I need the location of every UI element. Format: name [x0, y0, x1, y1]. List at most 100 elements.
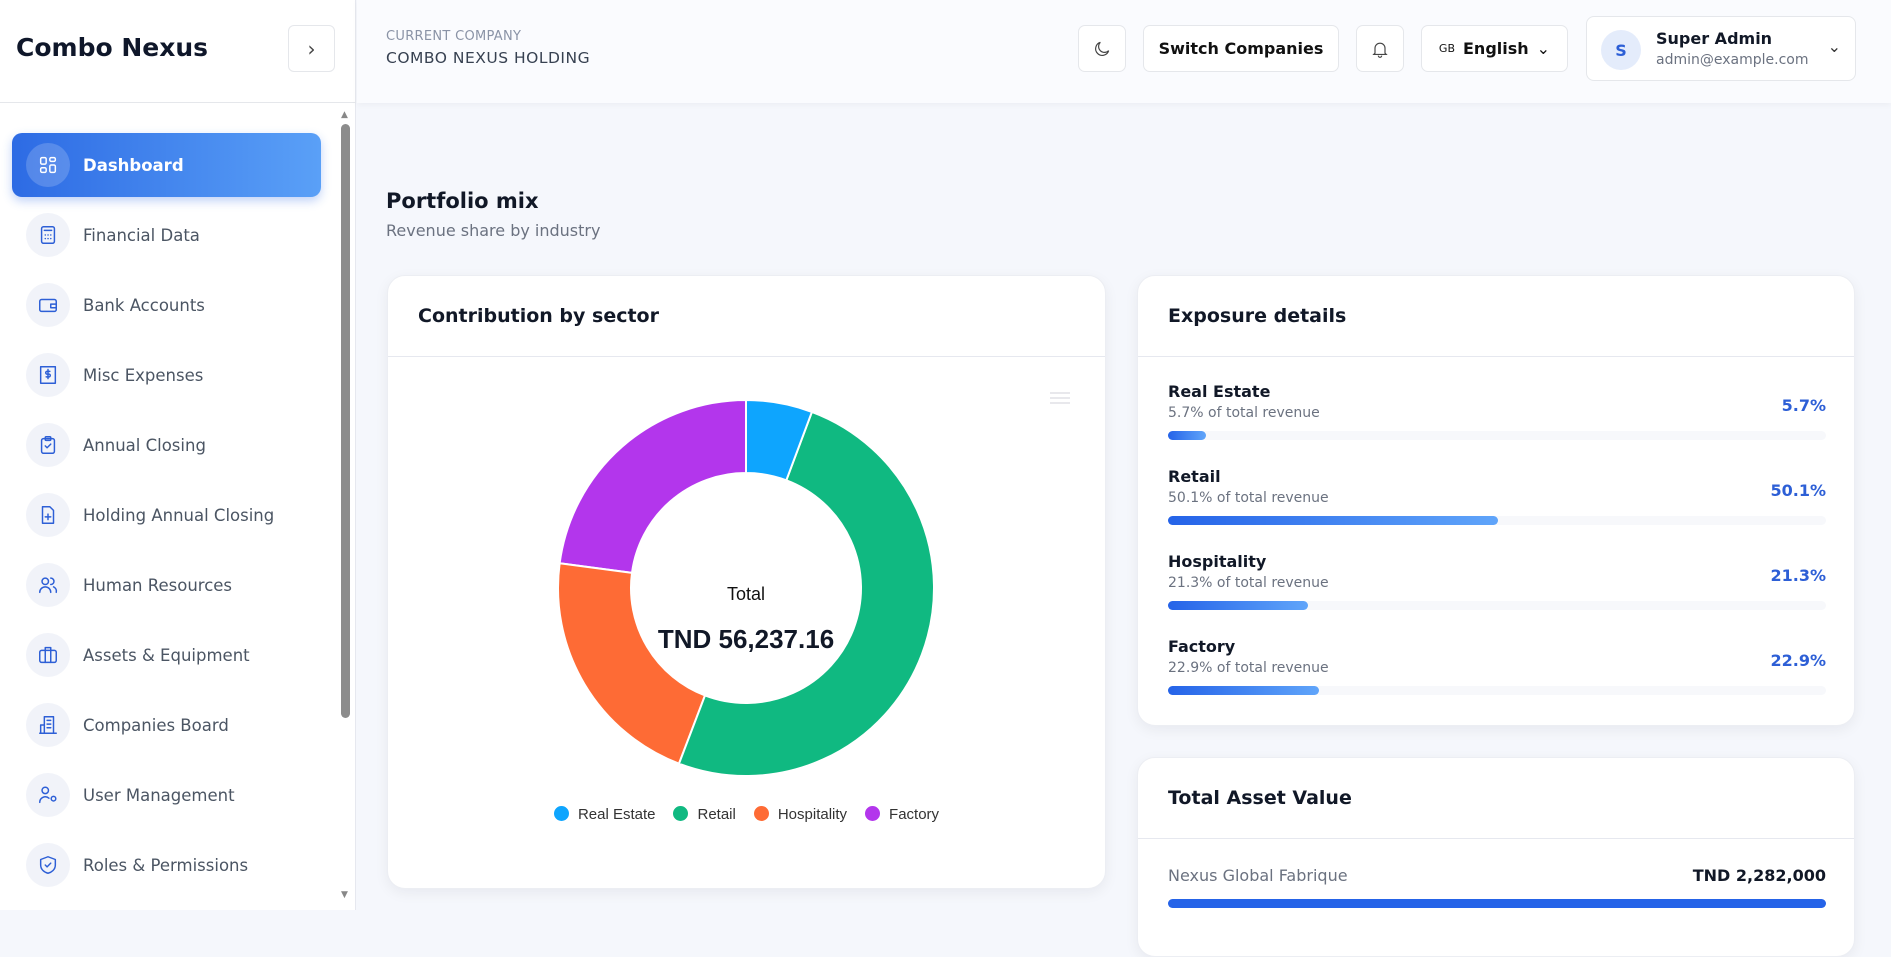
exposure-subtitle: 50.1% of total revenue	[1168, 490, 1329, 506]
language-label: English	[1463, 39, 1529, 58]
sidebar-item-companies-board[interactable]: Companies Board	[12, 693, 321, 757]
sidebar-item-misc-expenses[interactable]: Misc Expenses	[12, 343, 321, 407]
notifications-button[interactable]	[1356, 25, 1404, 72]
current-company-name: COMBO NEXUS HOLDING	[386, 49, 591, 67]
scrollbar-thumb[interactable]	[341, 124, 350, 718]
exposure-row: Real Estate 5.7% of total revenue 5.7%	[1168, 382, 1826, 467]
legend-label: Factory	[889, 806, 940, 823]
sidebar-item-label: Misc Expenses	[83, 365, 204, 385]
sidebar-item-label: Companies Board	[83, 715, 229, 735]
asset-name: Nexus Global Fabrique	[1168, 866, 1348, 885]
progress-track	[1168, 431, 1826, 440]
sidebar-item-label: Assets & Equipment	[83, 645, 250, 665]
donut-slice-factory[interactable]	[558, 398, 747, 574]
sidebar-item-human-resources[interactable]: Human Resources	[12, 553, 321, 617]
legend-item[interactable]: Retail	[673, 806, 736, 823]
users-icon	[26, 563, 70, 607]
sidebar-item-label: Annual Closing	[83, 435, 206, 455]
card-title: Exposure details	[1138, 276, 1854, 357]
donut-slice-real-estate[interactable]	[745, 398, 814, 482]
exposure-row: Retail 50.1% of total revenue 50.1%	[1168, 467, 1826, 552]
sidebar-item-label: Bank Accounts	[83, 295, 205, 315]
exposure-name: Retail	[1168, 467, 1221, 486]
legend-item[interactable]: Factory	[865, 806, 939, 823]
divider	[0, 102, 356, 103]
flag-code: GB	[1438, 42, 1455, 55]
card-title: Contribution by sector	[388, 276, 1105, 357]
sidebar-item-label: Financial Data	[83, 225, 200, 245]
sidebar-item-assets-equipment[interactable]: Assets & Equipment	[12, 623, 321, 687]
donut-slice-hospitality[interactable]	[557, 562, 707, 765]
current-company-label: CURRENT COMPANY	[386, 29, 522, 44]
progress-fill	[1168, 686, 1319, 695]
legend-item[interactable]: Real Estate	[553, 806, 656, 823]
card-title: Total Asset Value	[1138, 758, 1854, 839]
sidebar-item-label: Holding Annual Closing	[83, 505, 275, 525]
chevron-down-icon: ⌄	[1536, 39, 1551, 58]
wallet-icon	[26, 283, 70, 327]
sidebar-toggle-button[interactable]: ›	[288, 25, 335, 72]
sidebar-item-bank-accounts[interactable]: Bank Accounts	[12, 273, 321, 337]
sidebar-item-label: Roles & Permissions	[83, 855, 249, 875]
legend-marker	[553, 806, 569, 821]
chart-menu-icon[interactable]	[1050, 392, 1070, 407]
exposure-percent: 50.1%	[1770, 481, 1826, 500]
scroll-down-icon[interactable]: ▼	[341, 890, 348, 900]
file-plus-icon	[26, 493, 70, 537]
exposure-subtitle: 5.7% of total revenue	[1168, 405, 1320, 421]
donut-center-label: Total	[727, 584, 765, 604]
chevron-down-icon: ⌄	[1827, 37, 1841, 56]
dashboard-icon	[26, 143, 70, 187]
sidebar: Combo Nexus › Dashboard Financial Data Ban…	[0, 0, 356, 910]
section-title: Portfolio mix	[386, 189, 539, 213]
progress-fill	[1168, 601, 1309, 610]
exposure-subtitle: 21.3% of total revenue	[1168, 575, 1329, 591]
donut-slice-retail[interactable]	[677, 410, 936, 778]
sidebar-item-financial-data[interactable]: Financial Data	[12, 203, 321, 267]
user-menu[interactable]: S Super Admin admin@example.com ⌄	[1586, 16, 1856, 81]
top-header: CURRENT COMPANY COMBO NEXUS HOLDING Swit…	[357, 0, 1891, 103]
legend-marker	[673, 806, 689, 821]
language-select[interactable]: GB English ⌄	[1421, 25, 1568, 72]
chart-legend: Real Estate Retail Hospitality Factory	[388, 806, 1105, 823]
exposure-row: Factory 22.9% of total revenue 22.9%	[1168, 637, 1826, 722]
legend-marker	[753, 806, 769, 821]
calculator-icon	[26, 213, 70, 257]
sidebar-item-user-management[interactable]: User Management	[12, 763, 321, 827]
legend-item[interactable]: Hospitality	[753, 806, 848, 823]
shield-check-icon	[26, 843, 70, 887]
legend-label: Real Estate	[577, 806, 656, 823]
bell-icon	[1372, 42, 1388, 58]
sidebar-item-annual-closing[interactable]: Annual Closing	[12, 413, 321, 477]
exposure-name: Hospitality	[1168, 552, 1267, 571]
sidebar-item-dashboard[interactable]: Dashboard	[12, 133, 321, 197]
progress-fill	[1168, 516, 1498, 525]
exposure-card: Exposure details Real Estate 5.7% of tot…	[1137, 275, 1855, 726]
switch-companies-button[interactable]: Switch Companies	[1143, 25, 1339, 72]
sidebar-item-roles-permissions[interactable]: Roles & Permissions	[12, 833, 321, 897]
scroll-up-icon[interactable]: ▲	[341, 110, 348, 120]
user-cog-icon	[26, 773, 70, 817]
sidebar-scrollbar[interactable]: ▲ ▼	[339, 110, 351, 900]
exposure-name: Factory	[1168, 637, 1236, 656]
sidebar-item-label: Human Resources	[83, 575, 233, 595]
sidebar-item-holding-annual-closing[interactable]: Holding Annual Closing	[12, 483, 321, 547]
exposure-percent: 22.9%	[1770, 651, 1826, 670]
progress-track	[1168, 601, 1826, 610]
exposure-subtitle: 22.9% of total revenue	[1168, 660, 1329, 676]
progress-fill	[1168, 431, 1206, 440]
progress-track	[1168, 686, 1826, 695]
legend-label: Hospitality	[777, 806, 848, 823]
building-icon	[26, 703, 70, 747]
clipboard-check-icon	[26, 423, 70, 467]
exposure-percent: 5.7%	[1781, 396, 1826, 415]
avatar: S	[1601, 30, 1641, 70]
sidebar-nav: Dashboard Financial Data Bank Accounts Misc…	[12, 133, 321, 903]
chevron-right-icon: ›	[307, 36, 316, 61]
legend-label: Retail	[697, 806, 736, 823]
app-logo: Combo Nexus	[16, 33, 209, 62]
moon-icon	[1095, 41, 1110, 56]
asset-bar	[1168, 899, 1826, 908]
asset-row: Nexus Global Fabrique TND 2,282,000	[1168, 866, 1826, 908]
theme-toggle-button[interactable]	[1078, 25, 1126, 72]
